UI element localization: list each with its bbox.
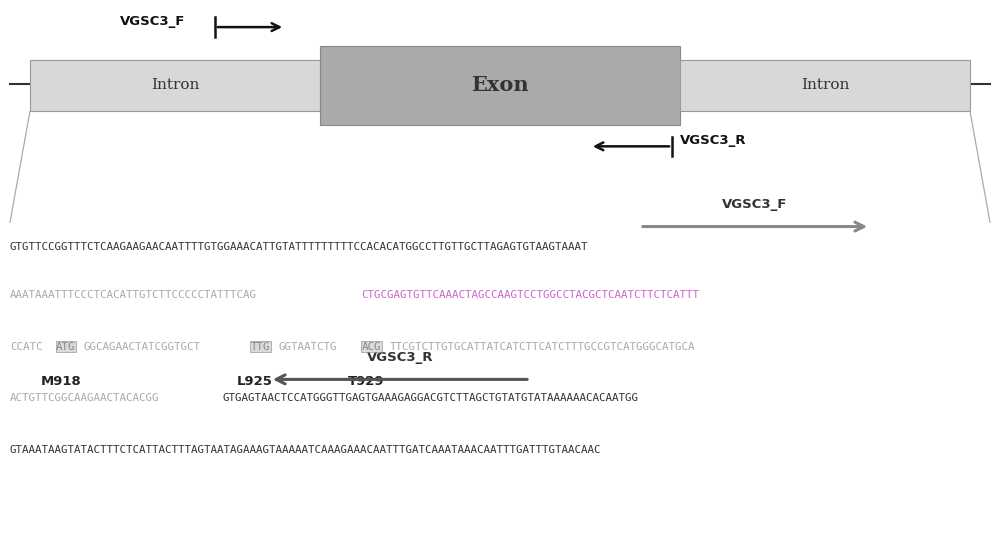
- Text: VGSC3_R: VGSC3_R: [367, 351, 433, 364]
- Text: GGCAGAACTATCGGTGCT: GGCAGAACTATCGGTGCT: [84, 342, 201, 352]
- Text: TTG: TTG: [250, 342, 270, 352]
- Text: M918: M918: [41, 375, 81, 388]
- Text: CCATC: CCATC: [10, 342, 42, 352]
- Text: GTAAATAAGTATACTTTCTCATTACTTTAGTAATAGAAAGTAAAAATCAAAGAAACAATTTGATCAAATAAACAATTTGA: GTAAATAAGTATACTTTCTCATTACTTTAGTAATAGAAAG…: [10, 445, 602, 455]
- Text: VGSC3_R: VGSC3_R: [680, 134, 746, 147]
- FancyBboxPatch shape: [30, 60, 320, 111]
- Text: VGSC3_F: VGSC3_F: [722, 198, 788, 211]
- Text: CTGCGAGTGTTCAAACTAGCCAAGTCCTGGCCTACGCTCAATCTTCTCATTT: CTGCGAGTGTTCAAACTAGCCAAGTCCTGGCCTACGCTCA…: [362, 291, 700, 300]
- Text: ACTGTTCGGCAAGAACTACACGG: ACTGTTCGGCAAGAACTACACGG: [10, 393, 160, 403]
- Text: VGSC3_F: VGSC3_F: [120, 15, 185, 28]
- Text: L925: L925: [237, 375, 273, 388]
- Text: Exon: Exon: [471, 75, 529, 95]
- Text: AAATAAATTTCCCTCACATTGTCTTCCCCCTATTTCAG: AAATAAATTTCCCTCACATTGTCTTCCCCCTATTTCAG: [10, 291, 257, 300]
- Text: GGTAATCTG: GGTAATCTG: [278, 342, 337, 352]
- Text: TTCGTCTTGTGCATTATCATCTTCATCTTTGCCGTCATGGGCATGCA: TTCGTCTTGTGCATTATCATCTTCATCTTTGCCGTCATGG…: [389, 342, 695, 352]
- FancyBboxPatch shape: [320, 46, 680, 125]
- Text: Intron: Intron: [151, 79, 199, 92]
- Text: GTGAGTAACTCCATGGGTTGAGTGAAAGAGGACGTCTTAGCTGTATGTATAAAAAACACAATGG: GTGAGTAACTCCATGGGTTGAGTGAAAGAGGACGTCTTAG…: [223, 393, 639, 403]
- Text: ATG: ATG: [56, 342, 76, 352]
- Text: T929: T929: [348, 375, 384, 388]
- Text: GTGTTCCGGTTTCTCAAGAAGAACAATTTTGTGGAAACATTGTATTTTTTTTTCCACACATGGCCTTGTTGCTTAGAGTG: GTGTTCCGGTTTCTCAAGAAGAACAATTTTGTGGAAACAT…: [10, 242, 588, 251]
- Text: ACG: ACG: [361, 342, 381, 352]
- FancyBboxPatch shape: [680, 60, 970, 111]
- Text: Intron: Intron: [801, 79, 849, 92]
